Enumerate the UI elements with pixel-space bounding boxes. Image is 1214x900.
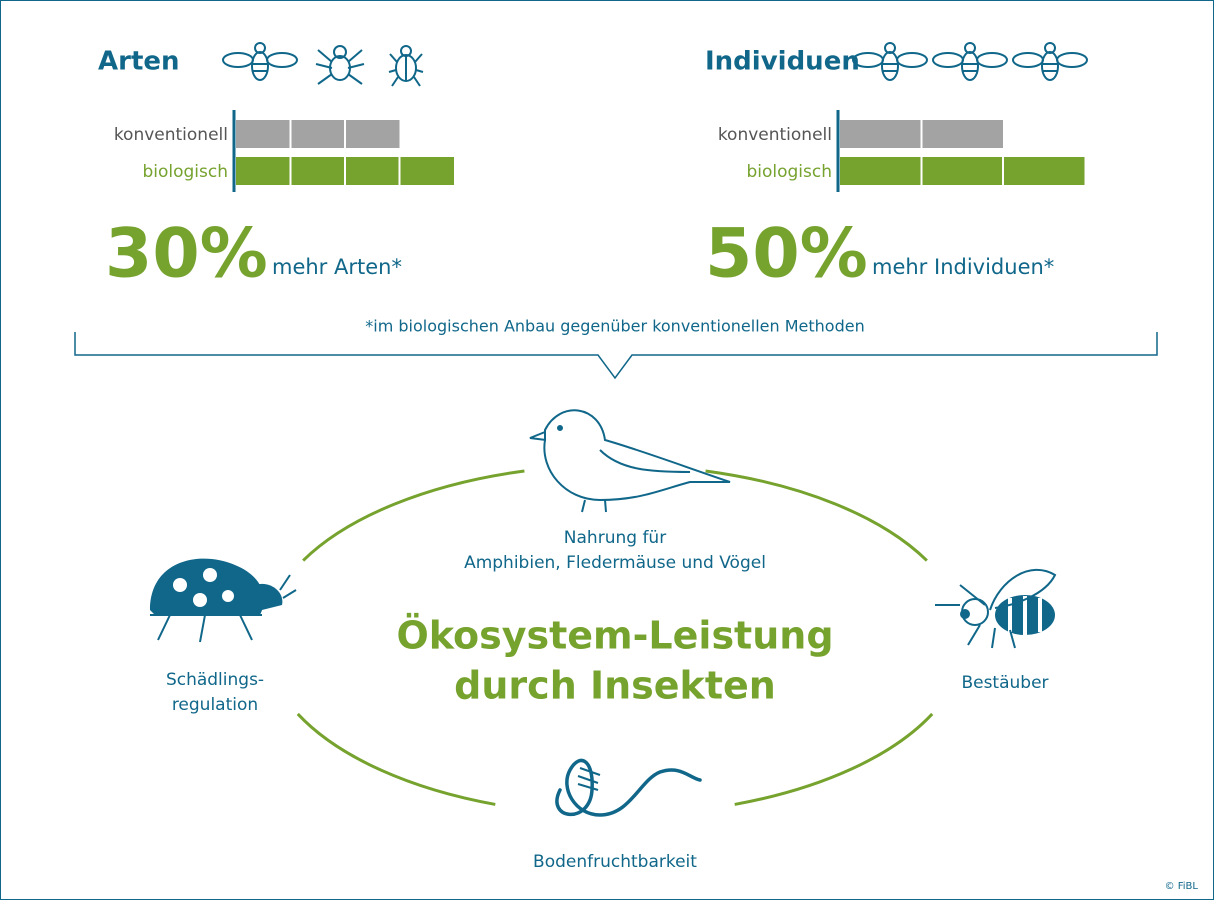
percent: 50%	[705, 215, 868, 294]
food-text: Nahrung für	[564, 528, 666, 548]
percent-text: mehr Individuen*	[872, 255, 1054, 279]
cycle-arc	[705, 469, 928, 562]
row-label: biologisch	[142, 162, 228, 182]
ladybug-icon	[150, 558, 297, 643]
center-title: Ökosystem-Leistung	[396, 614, 833, 658]
bar	[840, 157, 1085, 185]
row-label: konventionell	[718, 125, 832, 145]
cycle-arc	[734, 712, 934, 806]
food-label: Nahrung für Amphibien, Fledermäuse und V…	[464, 528, 766, 573]
soil-text: Bodenfruchtbarkeit	[533, 852, 697, 872]
worm-icon	[555, 758, 702, 817]
footnote: *im biologischen Anbau gegenüber konvent…	[365, 317, 864, 336]
pollinator-text: Bestäuber	[961, 673, 1048, 693]
pest-text: regulation	[172, 695, 258, 715]
cycle-arc	[296, 712, 496, 806]
bird-icon	[529, 409, 731, 513]
center-title: durch Insekten	[454, 664, 776, 708]
panel-title: Individuen	[705, 47, 860, 77]
panel-title: Arten	[98, 47, 180, 77]
species-icons	[222, 42, 424, 87]
percent-text: mehr Arten*	[272, 255, 402, 279]
food-text: Amphibien, Fledermäuse und Vögel	[464, 553, 766, 573]
bee-icon	[935, 569, 1057, 649]
bracket	[74, 332, 1158, 380]
percent: 30%	[105, 215, 268, 294]
individual-icons	[852, 42, 1088, 81]
credit: © FiBL	[1165, 881, 1199, 892]
row-label: biologisch	[746, 162, 832, 182]
pest-text: Schädlings-	[166, 670, 264, 690]
bar	[236, 120, 400, 148]
row-label: konventionell	[114, 125, 228, 145]
cycle-arc	[302, 469, 525, 562]
